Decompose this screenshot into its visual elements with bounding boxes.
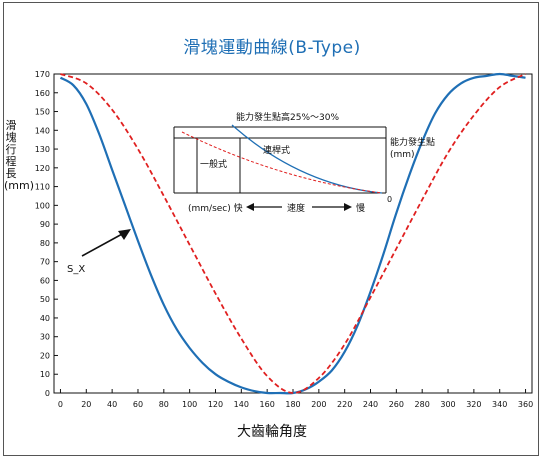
- x-tick-label: 200: [311, 400, 326, 409]
- inset-diagram: 能力發生點高25%～30% 一般式 連桿式 能力發生點 (mm) 0 (mm/s…: [173, 111, 435, 214]
- series-line-dashed: [60, 73, 526, 394]
- x-tick-label: 180: [285, 400, 300, 409]
- y-tick-label: 20: [40, 351, 50, 360]
- inset-speed-slow: 慢: [356, 202, 365, 214]
- x-axis-label: 大齒輪角度: [237, 424, 307, 440]
- x-tick-label: 80: [159, 400, 169, 409]
- x-tick-label: 0: [58, 400, 63, 409]
- y-tick-label: 30: [40, 333, 50, 342]
- x-tick-label: 320: [466, 400, 481, 409]
- inset-zero-label: 0: [387, 195, 392, 204]
- inset-general-curve: [181, 131, 383, 194]
- y-tick-label: 120: [35, 164, 50, 173]
- y-tick-label: 170: [35, 70, 50, 79]
- x-tick-label: 20: [81, 400, 91, 409]
- x-tick-label: 300: [440, 400, 455, 409]
- y-tick-label: 40: [40, 314, 50, 323]
- x-tick-label: 360: [518, 400, 533, 409]
- series-annotation: S_X: [67, 229, 131, 275]
- plot-area: 0 10 20 30 40 50 60 70 80 90 100 110 120 130 140 150 160…: [35, 70, 533, 409]
- y-tick-label: 80: [40, 239, 50, 248]
- inset-right-unit: (mm): [390, 150, 415, 160]
- y-tick-label: 110: [35, 183, 50, 192]
- inset-top-label: 能力發生點高25%～30%: [236, 111, 339, 123]
- inset-speed-fast: (mm/sec) 快: [188, 202, 243, 214]
- y-tick-label: 0: [45, 389, 50, 398]
- x-tick-label: 60: [133, 400, 143, 409]
- inset-arrow-right-head: [344, 203, 352, 211]
- x-tick-label: 220: [337, 400, 352, 409]
- x-tick-label: 160: [260, 400, 275, 409]
- x-tick-label: 140: [234, 400, 249, 409]
- y-tick-label: 100: [35, 201, 50, 210]
- inset-right-label: 能力發生點: [390, 136, 435, 148]
- y-tick-label: 50: [40, 295, 50, 304]
- inset-speed-mid: 速度: [287, 202, 305, 214]
- inset-arrow-left-head: [246, 203, 254, 211]
- annotation-arrow-line: [81, 232, 125, 257]
- x-tick-label: 120: [208, 400, 223, 409]
- y-tick-label: 10: [40, 370, 50, 379]
- y-tick-label: 150: [35, 108, 50, 117]
- chart-title: 滑塊運動曲線(B-Type): [183, 38, 361, 58]
- inset-general-label: 一般式: [200, 158, 227, 170]
- y-tick-label: 160: [35, 89, 50, 98]
- y-tick-label: 90: [40, 220, 50, 229]
- inset-link-label: 連桿式: [263, 144, 290, 156]
- annotation-label: S_X: [67, 264, 85, 275]
- y-tick-label: 140: [35, 126, 50, 135]
- y-tick-label: 70: [40, 258, 50, 267]
- y-tick-label: 60: [40, 276, 50, 285]
- annotation-arrow-head: [118, 229, 131, 240]
- x-tick-label: 280: [415, 400, 430, 409]
- y-tick-label: 130: [35, 145, 50, 154]
- x-tick-label: 240: [363, 400, 378, 409]
- inset-link-curve: [231, 124, 383, 194]
- x-tick-label: 100: [182, 400, 197, 409]
- series-layer: [59, 72, 526, 395]
- x-tick-label: 340: [492, 400, 507, 409]
- x-tick-label: 40: [107, 400, 117, 409]
- x-tick-label: 260: [389, 400, 404, 409]
